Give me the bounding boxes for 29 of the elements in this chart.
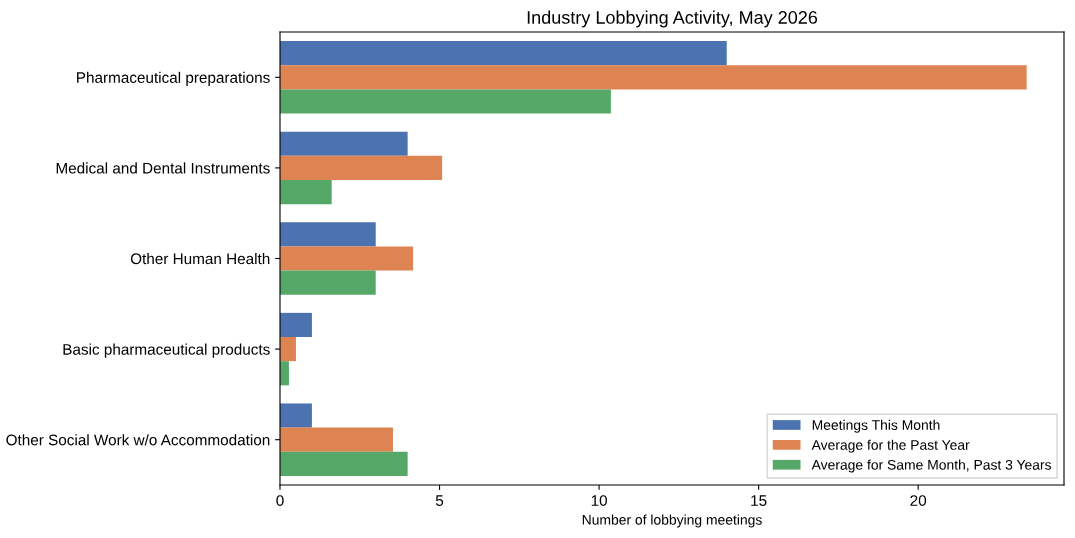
bar — [280, 451, 408, 476]
x-axis-title: Number of lobbying meetings — [582, 514, 762, 528]
bar — [280, 222, 376, 247]
y-tick-label: Other Human Health — [130, 252, 270, 265]
bar — [280, 312, 312, 338]
y-tick-label: Basic pharmaceutical products — [63, 343, 270, 358]
chart-title: Industry Lobbying Activity, May 2026 — [527, 10, 818, 28]
bar — [280, 427, 393, 452]
x-tick-label: 15 — [751, 495, 767, 506]
bar — [280, 41, 727, 66]
x-tick-label: 5 — [435, 495, 444, 506]
bar — [280, 337, 296, 362]
bar — [280, 65, 1027, 90]
x-tick-label: 10 — [591, 495, 607, 506]
bar — [280, 179, 332, 205]
y-tick-label: Medical and Dental Instruments — [56, 162, 270, 174]
bar — [280, 270, 376, 295]
legend-label: Meetings This Month — [812, 419, 940, 433]
bar — [280, 403, 312, 428]
bar — [280, 155, 443, 180]
y-tick-label: Other Social Work w/o Accommodation — [6, 434, 270, 446]
x-tick-label: 20 — [910, 495, 927, 506]
x-tick-label: 0 — [276, 495, 284, 506]
bar — [280, 131, 408, 156]
y-tick-label: Pharmaceutical preparations — [77, 71, 270, 87]
legend-label: Average for Same Month, Past 3 Years — [811, 459, 1052, 473]
legend-label: Average for the Past Year — [811, 439, 970, 453]
bar — [280, 246, 414, 271]
bar — [280, 89, 611, 114]
